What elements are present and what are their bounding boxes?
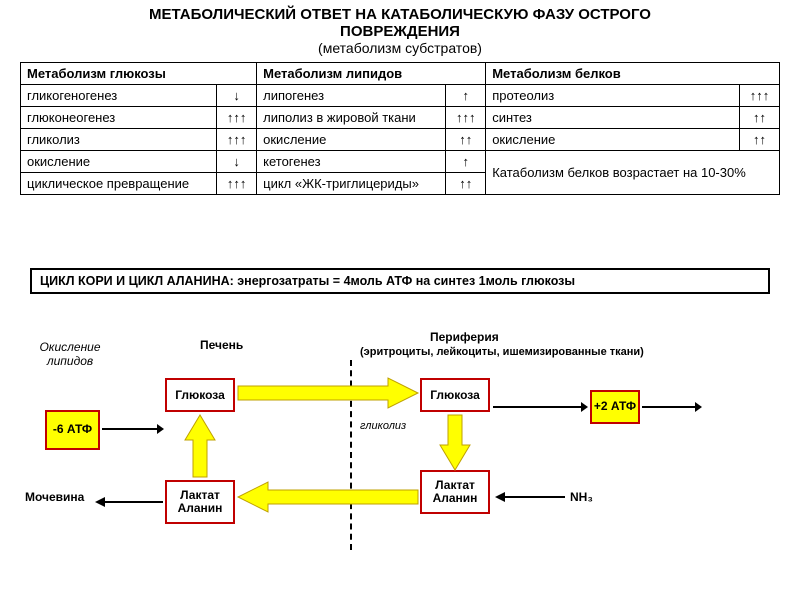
liver-label: Печень <box>200 338 243 352</box>
nh3-label: NH₃ <box>570 490 593 504</box>
oxidation-lipids-label: Окисление липидов <box>30 340 110 368</box>
lactate-periph-box: Лактат Аланин <box>420 470 490 514</box>
arrow-glucose-down-periph <box>440 415 470 470</box>
arrow-lactate-left <box>238 482 418 512</box>
arrow-nh3-in <box>495 490 565 504</box>
flow-diagram: Окисление липидов Печень Периферия (эрит… <box>0 330 800 600</box>
arrow-atp2-continue <box>642 400 702 414</box>
table-row: глюконеогенез↑↑↑ липолиз в жировой ткани… <box>21 107 780 129</box>
table-header-row: Метаболизм глюкозы Метаболизм липидов Ме… <box>21 63 780 85</box>
metabolism-table: Метаболизм глюкозы Метаболизм липидов Ме… <box>20 62 780 195</box>
subtitle: (метаболизм субстратов) <box>0 40 800 62</box>
atp-plus-2-box: +2 АТФ <box>590 390 640 424</box>
glucose-liver-box: Глюкоза <box>165 378 235 412</box>
atp-minus-6-box: -6 АТФ <box>45 410 100 450</box>
periphery-sub-label: (эритроциты, лейкоциты, ишемизированные … <box>360 346 644 358</box>
cycle-cori-box: ЦИКЛ КОРИ И ЦИКЛ АЛАНИНА: энергозатраты … <box>30 268 770 294</box>
glucose-periph-box: Глюкоза <box>420 378 490 412</box>
lactate-liver-box: Лактат Аланин <box>165 480 235 524</box>
glycolysis-label: гликолиз <box>360 420 406 432</box>
periphery-label: Периферия <box>430 330 499 344</box>
col-lipid: Метаболизм липидов <box>257 63 486 85</box>
col-glucose: Метаболизм глюкозы <box>21 63 257 85</box>
table-row: гликолиз↑↑↑ окисление↑↑ окисление↑↑ <box>21 129 780 151</box>
arrow-atp6-in <box>102 422 164 436</box>
table-row: окисление↓ кетогенез↑ Катаболизм белков … <box>21 151 780 173</box>
table-row: гликогеногенез↓ липогенез↑ протеолиз↑↑↑ <box>21 85 780 107</box>
main-title: МЕТАБОЛИЧЕСКИЙ ОТВЕТ НА КАТАБОЛИЧЕСКУЮ Ф… <box>0 0 800 40</box>
arrow-urea-out <box>95 495 163 509</box>
arrow-lactate-up-liver <box>185 415 215 477</box>
arrow-atp2-out <box>493 400 588 414</box>
urea-label: Мочевина <box>25 490 84 504</box>
arrow-glucose-right <box>238 378 418 408</box>
col-protein: Метаболизм белков <box>486 63 780 85</box>
